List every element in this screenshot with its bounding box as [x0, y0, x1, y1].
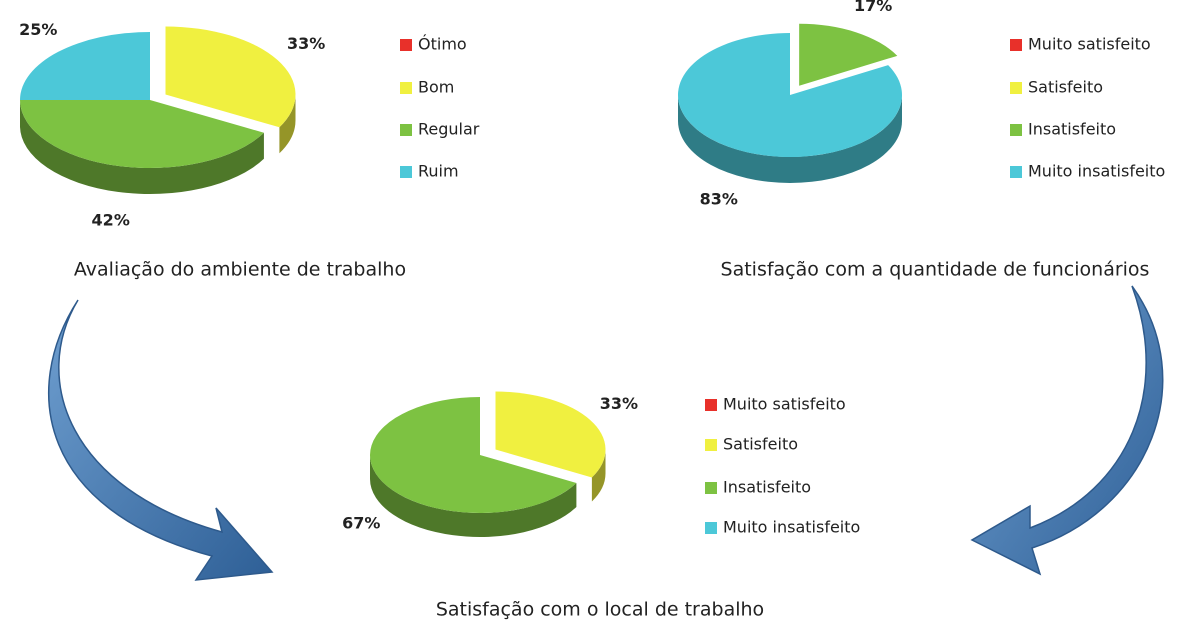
legend-label: Regular — [418, 120, 480, 139]
chart-title: Satisfação com o local de trabalho — [436, 599, 764, 621]
value-label: 33% — [287, 34, 325, 53]
legend-swatch — [705, 482, 717, 494]
legend-swatch — [1010, 82, 1022, 94]
legend-label: Muito satisfeito — [723, 395, 846, 414]
legend-swatch — [1010, 124, 1022, 136]
legend-swatch — [1010, 166, 1022, 178]
legend-label: Satisfeito — [1028, 78, 1103, 97]
legend-label: Insatisfeito — [723, 478, 811, 497]
slice-side — [370, 455, 577, 538]
legend-swatch — [705, 522, 717, 534]
legend-swatch — [1010, 39, 1022, 51]
value-label: 67% — [342, 513, 380, 532]
value-label: 83% — [700, 190, 738, 209]
legend-label: Bom — [418, 78, 454, 97]
slice — [369, 397, 577, 513]
legend-label: Muito insatisfeito — [1028, 162, 1165, 181]
legend-swatch — [705, 399, 717, 411]
value-label: 42% — [92, 210, 130, 229]
legend-label: Ótimo — [418, 35, 467, 54]
slice — [678, 33, 902, 158]
value-label: 33% — [600, 394, 638, 413]
slice-side — [20, 100, 264, 195]
arrow-left — [47, 299, 274, 581]
legend-swatch — [400, 124, 412, 136]
slice — [799, 23, 898, 86]
legend-label: Muito insatisfeito — [723, 518, 860, 537]
legend-swatch — [400, 39, 412, 51]
legend-label: Satisfeito — [723, 435, 798, 454]
legend-swatch — [400, 166, 412, 178]
slice-side — [591, 449, 606, 502]
slice-side — [678, 95, 902, 183]
slice — [165, 26, 296, 128]
chart-title: Satisfação com a quantidade de funcionár… — [721, 259, 1150, 281]
slice — [495, 391, 606, 478]
legend-label: Ruim — [418, 162, 459, 181]
value-label: 17% — [854, 0, 892, 15]
value-label: 25% — [19, 20, 57, 39]
legend-swatch — [705, 439, 717, 451]
legend-swatch — [400, 82, 412, 94]
slice-side — [279, 94, 296, 154]
arrow-right — [970, 285, 1164, 576]
legend-label: Insatisfeito — [1028, 120, 1116, 139]
chart-title: Avaliação do ambiente de trabalho — [74, 259, 406, 281]
slice — [20, 32, 150, 100]
legend-label: Muito satisfeito — [1028, 35, 1151, 54]
slice — [20, 100, 264, 168]
